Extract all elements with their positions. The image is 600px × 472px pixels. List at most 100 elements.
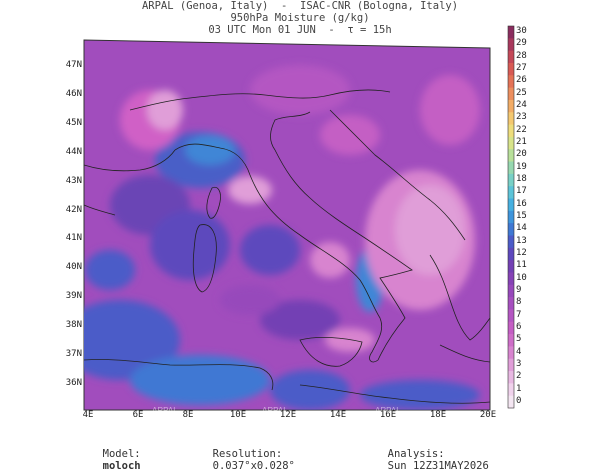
field-blob xyxy=(130,355,270,405)
field-blob xyxy=(270,370,350,410)
field-blob xyxy=(420,75,480,145)
model-name: moloch xyxy=(102,460,141,472)
colorbar-label: 26 xyxy=(516,75,527,86)
colorbar-label: 16 xyxy=(516,198,527,209)
colorbar-swatch xyxy=(508,186,514,200)
longitude-label: 6E xyxy=(132,410,144,420)
field-blob xyxy=(85,250,135,290)
colorbar-label: 8 xyxy=(516,297,522,308)
colorbar-border xyxy=(507,25,515,409)
colorbar-label: 2 xyxy=(516,371,522,382)
colorbar-swatch xyxy=(508,371,514,384)
colorbar-label: 1 xyxy=(516,383,522,394)
colorbar-label: 10 xyxy=(516,272,527,283)
colorbar-swatch xyxy=(508,383,514,397)
colorbar-label: 3 xyxy=(516,358,522,369)
header-producers: ARPAL (Genoa, Italy) - ISAC-CNR (Bologna… xyxy=(141,0,459,12)
colorbar-swatch xyxy=(508,50,514,64)
colorbar-swatch xyxy=(508,87,514,101)
colorbar-label: 24 xyxy=(516,100,527,111)
watermark-1: ARPAL xyxy=(152,406,178,415)
watermark-2: ARPAL xyxy=(262,406,288,415)
field-blob xyxy=(185,135,235,165)
colorbar-swatch xyxy=(508,284,514,298)
colorbar-label: 18 xyxy=(516,174,527,185)
colorbar-label: 0 xyxy=(516,395,522,406)
latitude-label: 39N xyxy=(65,291,82,302)
colorbar-swatch xyxy=(508,395,514,409)
moisture-field xyxy=(84,65,480,410)
colorbar-label: 15 xyxy=(516,211,527,221)
latitude-label: 44N xyxy=(65,146,82,157)
colorbar-label: 12 xyxy=(516,247,527,258)
colorbar-swatch xyxy=(508,173,514,187)
field-blob xyxy=(360,380,480,410)
colorbar-label: 5 xyxy=(516,334,522,345)
analysis-value: Sun 12Z31MAY2026 xyxy=(387,460,489,472)
field-blob xyxy=(395,185,465,275)
field-blob xyxy=(325,328,375,352)
latitude-label: 38N xyxy=(65,320,82,331)
field-blob xyxy=(250,65,350,115)
colorbar-swatch xyxy=(508,260,514,273)
colorbar-label: 25 xyxy=(516,87,527,98)
header-variable: 950hPa Moisture (g/kg) xyxy=(230,12,370,24)
latitude-label: 47N xyxy=(65,60,82,70)
colorbar-swatch xyxy=(508,99,514,113)
latitude-label: 42N xyxy=(65,204,82,215)
colorbar-swatch xyxy=(508,149,514,163)
field-blob xyxy=(320,115,380,155)
longitude-label: 12E xyxy=(279,410,297,420)
field-blob xyxy=(150,210,230,280)
colorbar-swatch xyxy=(508,235,514,249)
colorbar-label: 29 xyxy=(516,38,527,49)
latitude-label: 46N xyxy=(65,88,82,99)
colorbar-label: 14 xyxy=(516,223,527,234)
colorbar-swatch xyxy=(508,309,514,323)
colorbar-label: 28 xyxy=(516,50,527,61)
colorbar-label: 19 xyxy=(516,161,527,172)
colorbar-swatch xyxy=(508,62,514,76)
colorbar-swatch xyxy=(508,161,514,175)
colorbar-swatch xyxy=(508,358,514,372)
longitude-label: 10E xyxy=(229,410,247,420)
colorbar-label: 21 xyxy=(516,137,527,148)
field-blob xyxy=(228,176,272,204)
field-blob xyxy=(220,285,280,315)
header-time: 03 UTC Mon 01 JUN - τ = 15h xyxy=(208,24,392,36)
colorbar-label: 30 xyxy=(516,26,527,37)
latitude-label: 37N xyxy=(65,349,82,359)
colorbar-label: 22 xyxy=(516,124,527,135)
colorbar-swatch xyxy=(508,112,514,126)
colorbar-swatch xyxy=(508,198,514,212)
moisture-map xyxy=(83,25,515,411)
colorbar-swatch xyxy=(508,210,514,224)
latitude-label: 36N xyxy=(65,377,82,388)
colorbar-swatch xyxy=(508,136,514,150)
footer-analysis: Analysis: Sun 12Z31MAY2026 xyxy=(375,436,489,472)
colorbar-swatch xyxy=(508,75,514,89)
latitude-label: 45N xyxy=(65,117,82,128)
colorbar-label: 20 xyxy=(516,149,527,160)
colorbar-label: 23 xyxy=(516,112,527,123)
colorbar-label: 17 xyxy=(516,186,527,197)
field-blob xyxy=(240,225,300,275)
colorbar-label: 13 xyxy=(516,235,527,246)
colorbar-label: 11 xyxy=(516,260,527,271)
colorbar-label: 7 xyxy=(516,309,522,320)
longitude-label: 4E xyxy=(82,410,94,420)
colorbar xyxy=(507,25,515,409)
latitude-label: 43N xyxy=(65,175,82,186)
colorbar-label: 27 xyxy=(516,63,527,74)
longitude-label: 18E xyxy=(429,410,447,420)
colorbar-swatch xyxy=(508,321,514,335)
colorbar-swatch xyxy=(508,334,514,347)
watermark-3: ARPAL xyxy=(375,406,401,415)
colorbar-label: 6 xyxy=(516,321,522,332)
colorbar-swatch xyxy=(508,247,514,261)
longitude-label: 14E xyxy=(329,410,347,420)
field-blob xyxy=(260,300,340,340)
longitude-label: 16E xyxy=(379,410,397,420)
latitude-label: 40N xyxy=(65,262,82,273)
footer-model: Model: moloch xyxy=(90,436,141,472)
